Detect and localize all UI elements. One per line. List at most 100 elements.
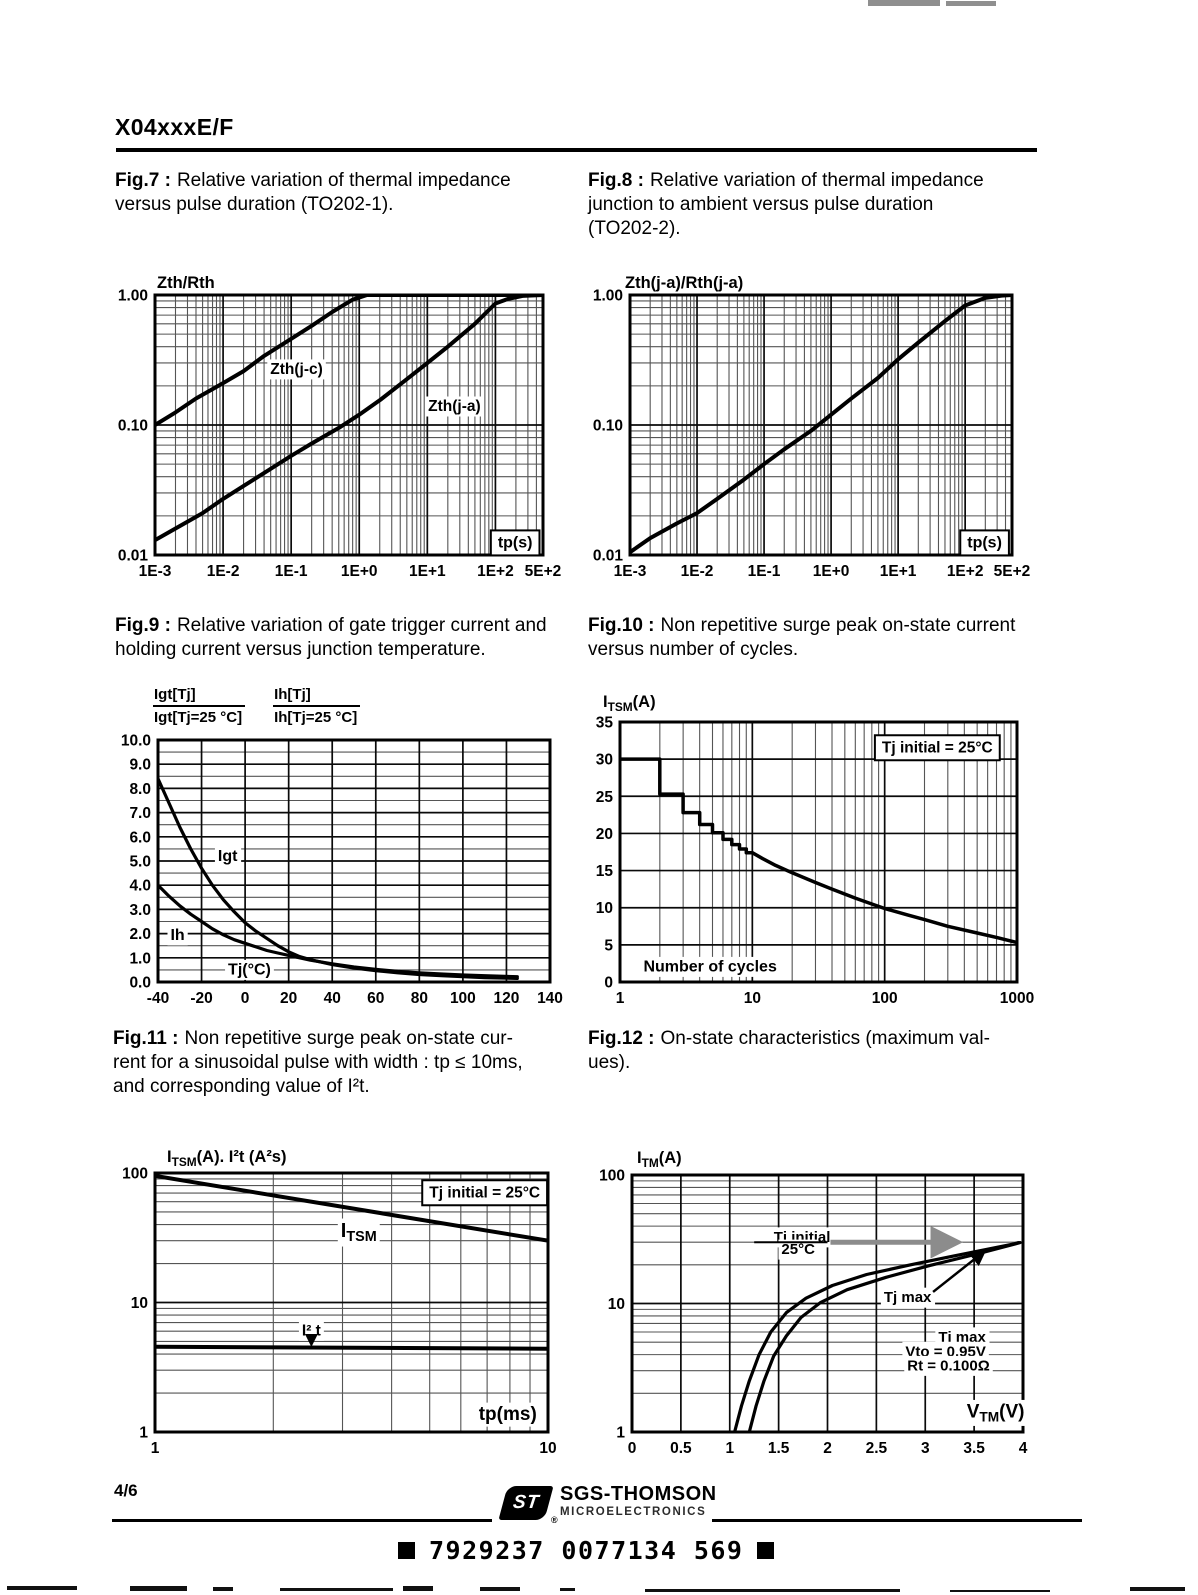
curve-ITSM (620, 757, 1017, 945)
scan-artifact (280, 1588, 393, 1591)
x-tick-label: 4 (1019, 1440, 1028, 1457)
annotation-bg (337, 1218, 380, 1247)
ratio-numerator: Igt[Tj] (154, 686, 196, 703)
footer-rule-right (712, 1519, 1082, 1522)
annotation-bg (475, 1402, 540, 1427)
chart-annotation: tp(ms) (479, 1404, 537, 1425)
chart-annotation: Zth(j-a) (428, 398, 481, 415)
x-tick-label: 120 (494, 990, 520, 1007)
curve-I2t (155, 1344, 548, 1351)
plot-frame (153, 1171, 550, 1434)
fig10-caption-prefix: Fig.10 : (588, 615, 655, 636)
ratio-denominator: Igt[Tj=25 °C] (153, 705, 246, 726)
x-tick-label: 1 (151, 1440, 160, 1457)
x-tick-label: 40 (324, 990, 341, 1007)
x-tick-label: 100 (450, 990, 476, 1007)
chart-annotation: Tj initial = 25°C (882, 739, 993, 756)
y-tick-label: 5 (604, 937, 613, 954)
fig12-caption: Fig.12 : On-state characteristics (maximu… (588, 1027, 1043, 1075)
chart-annotation: Rt = 0.100Ω (907, 1357, 990, 1374)
brand-subtitle: MICROELECTRONICS (560, 1506, 707, 1518)
caption-line: Relative variation of gate trigger curre… (176, 615, 547, 636)
scan-artifact (403, 1586, 433, 1591)
y-axis-label: Zth(j-a)/Rth(j-a) (625, 274, 743, 292)
y-tick-label: 100 (599, 1168, 625, 1185)
x-tick-label: 2.5 (866, 1440, 888, 1457)
y-tick-label: 15 (596, 863, 614, 880)
annotation-box (959, 529, 1010, 557)
tick-labels: 0 0.5 1 1.5 2 2.5 3 3.5 4 100 10 1 (599, 1168, 1028, 1458)
barcode: 7929237 0077134 569 (398, 1536, 775, 1565)
tick-labels: 1E-3 1E-2 1E-1 1E+0 1E+1 1E+2 5E+2 1.00 0.10 0.01 (118, 288, 561, 581)
y-tick-label: 10 (596, 900, 613, 917)
x-tick-label: 0 (241, 990, 250, 1007)
fig7-caption-prefix: Fig.7 : (115, 170, 171, 191)
curve-Ih (158, 883, 519, 979)
x-tick-label: 1E+2 (947, 563, 984, 580)
grid (632, 1175, 1023, 1432)
caption-line: junction to ambient versus pulse duratio… (588, 194, 934, 216)
y-tick-label: 7.0 (129, 805, 151, 822)
caption-line: holding current versus junction temperat… (115, 639, 486, 661)
x-tick-label: 1E+2 (477, 563, 514, 580)
fig12-caption-prefix: Fig.12 : (588, 1028, 655, 1049)
chart-annotation: Ih (170, 927, 184, 944)
caption-line: (TO202-2). (588, 218, 681, 240)
chart-annotation: tp(s) (498, 534, 533, 551)
y-axis-label: Zth/Rth (157, 274, 215, 292)
chart-annotation: 25°C (781, 1241, 815, 1258)
x-tick-label: 10 (744, 990, 761, 1007)
y-tick-label: 30 (596, 752, 613, 769)
x-tick-label: 0 (628, 1440, 637, 1457)
tick-labels: 1 10 100 1000 35 30 25 20 15 10 5 0 (596, 715, 1034, 1008)
brand-block: SGS-THOMSON MICROELECTRONICS (560, 1484, 717, 1519)
x-tick-label: 10 (539, 1440, 556, 1457)
y-tick-label: 0.10 (593, 418, 623, 435)
y-tick-label: 10 (131, 1295, 148, 1312)
x-tick-label: 2 (823, 1440, 832, 1457)
scan-artifact (213, 1587, 233, 1591)
y-tick-label: 4.0 (129, 878, 151, 895)
barcode-digits: 7929237 0077134 569 (429, 1536, 744, 1565)
x-tick-label: 60 (367, 990, 384, 1007)
st-logo: ST (498, 1486, 554, 1520)
title-rule (116, 148, 1037, 152)
x-tick-label: 3 (921, 1440, 930, 1457)
caption-line: Relative variation of thermal impedance (649, 170, 984, 191)
plot-frame (628, 293, 1014, 557)
chart-annotation: tp(s) (967, 534, 1002, 551)
tick-labels: 1E-3 1E-2 1E-1 1E+0 1E+1 1E+2 5E+2 1.00 0.10 0.01 (593, 288, 1030, 581)
curve-Zth-j-a- (630, 295, 1012, 555)
plot-frame (618, 720, 1019, 984)
barcode-end-square (757, 1542, 775, 1559)
fig11-caption-prefix: Fig.11 : (113, 1028, 179, 1049)
x-tick-label: 1.5 (768, 1440, 790, 1457)
scan-artifact (868, 0, 940, 6)
scan-artifact (130, 1586, 187, 1591)
x-tick-label: 1E+0 (813, 563, 850, 580)
y-tick-label: 0 (604, 975, 613, 992)
y-tick-label: 1.0 (129, 950, 151, 967)
annotation-bg (167, 925, 188, 946)
caption-line: Relative variation of thermal impedance (176, 170, 511, 191)
caption-line: rent for a sinusoidal pulse with width :… (113, 1052, 523, 1074)
chart-annotation: ITSM (341, 1220, 377, 1245)
registered-mark: ® (551, 1515, 558, 1525)
y-tick-label: 3.0 (129, 902, 151, 919)
chart-annotation: Zth(j-c) (270, 361, 323, 378)
chart-annotation: Number of cycles (643, 958, 776, 975)
x-tick-label: 5E+2 (525, 563, 562, 580)
fig10-caption: Fig.10 : Non repetitive surge peak on-sta… (588, 614, 1043, 662)
y-tick-label: 1.00 (593, 288, 623, 305)
y-tick-label: 2.0 (129, 926, 151, 943)
x-tick-label: 3.5 (963, 1440, 985, 1457)
fig8-thermal-impedance-ambient-chart: 1E-3 1E-2 1E-1 1E+0 1E+1 1E+2 5E+2 1.00 0.10 0.01… (593, 274, 1030, 581)
y-tick-label: 20 (596, 826, 613, 843)
scan-artifact (1130, 1587, 1185, 1591)
grid (158, 740, 550, 982)
curve-Igt (158, 777, 519, 980)
y-tick-label: 1 (139, 1425, 148, 1442)
fig11-caption: Fig.11 : Non repetitive surge peak on-sta… (113, 1027, 583, 1099)
